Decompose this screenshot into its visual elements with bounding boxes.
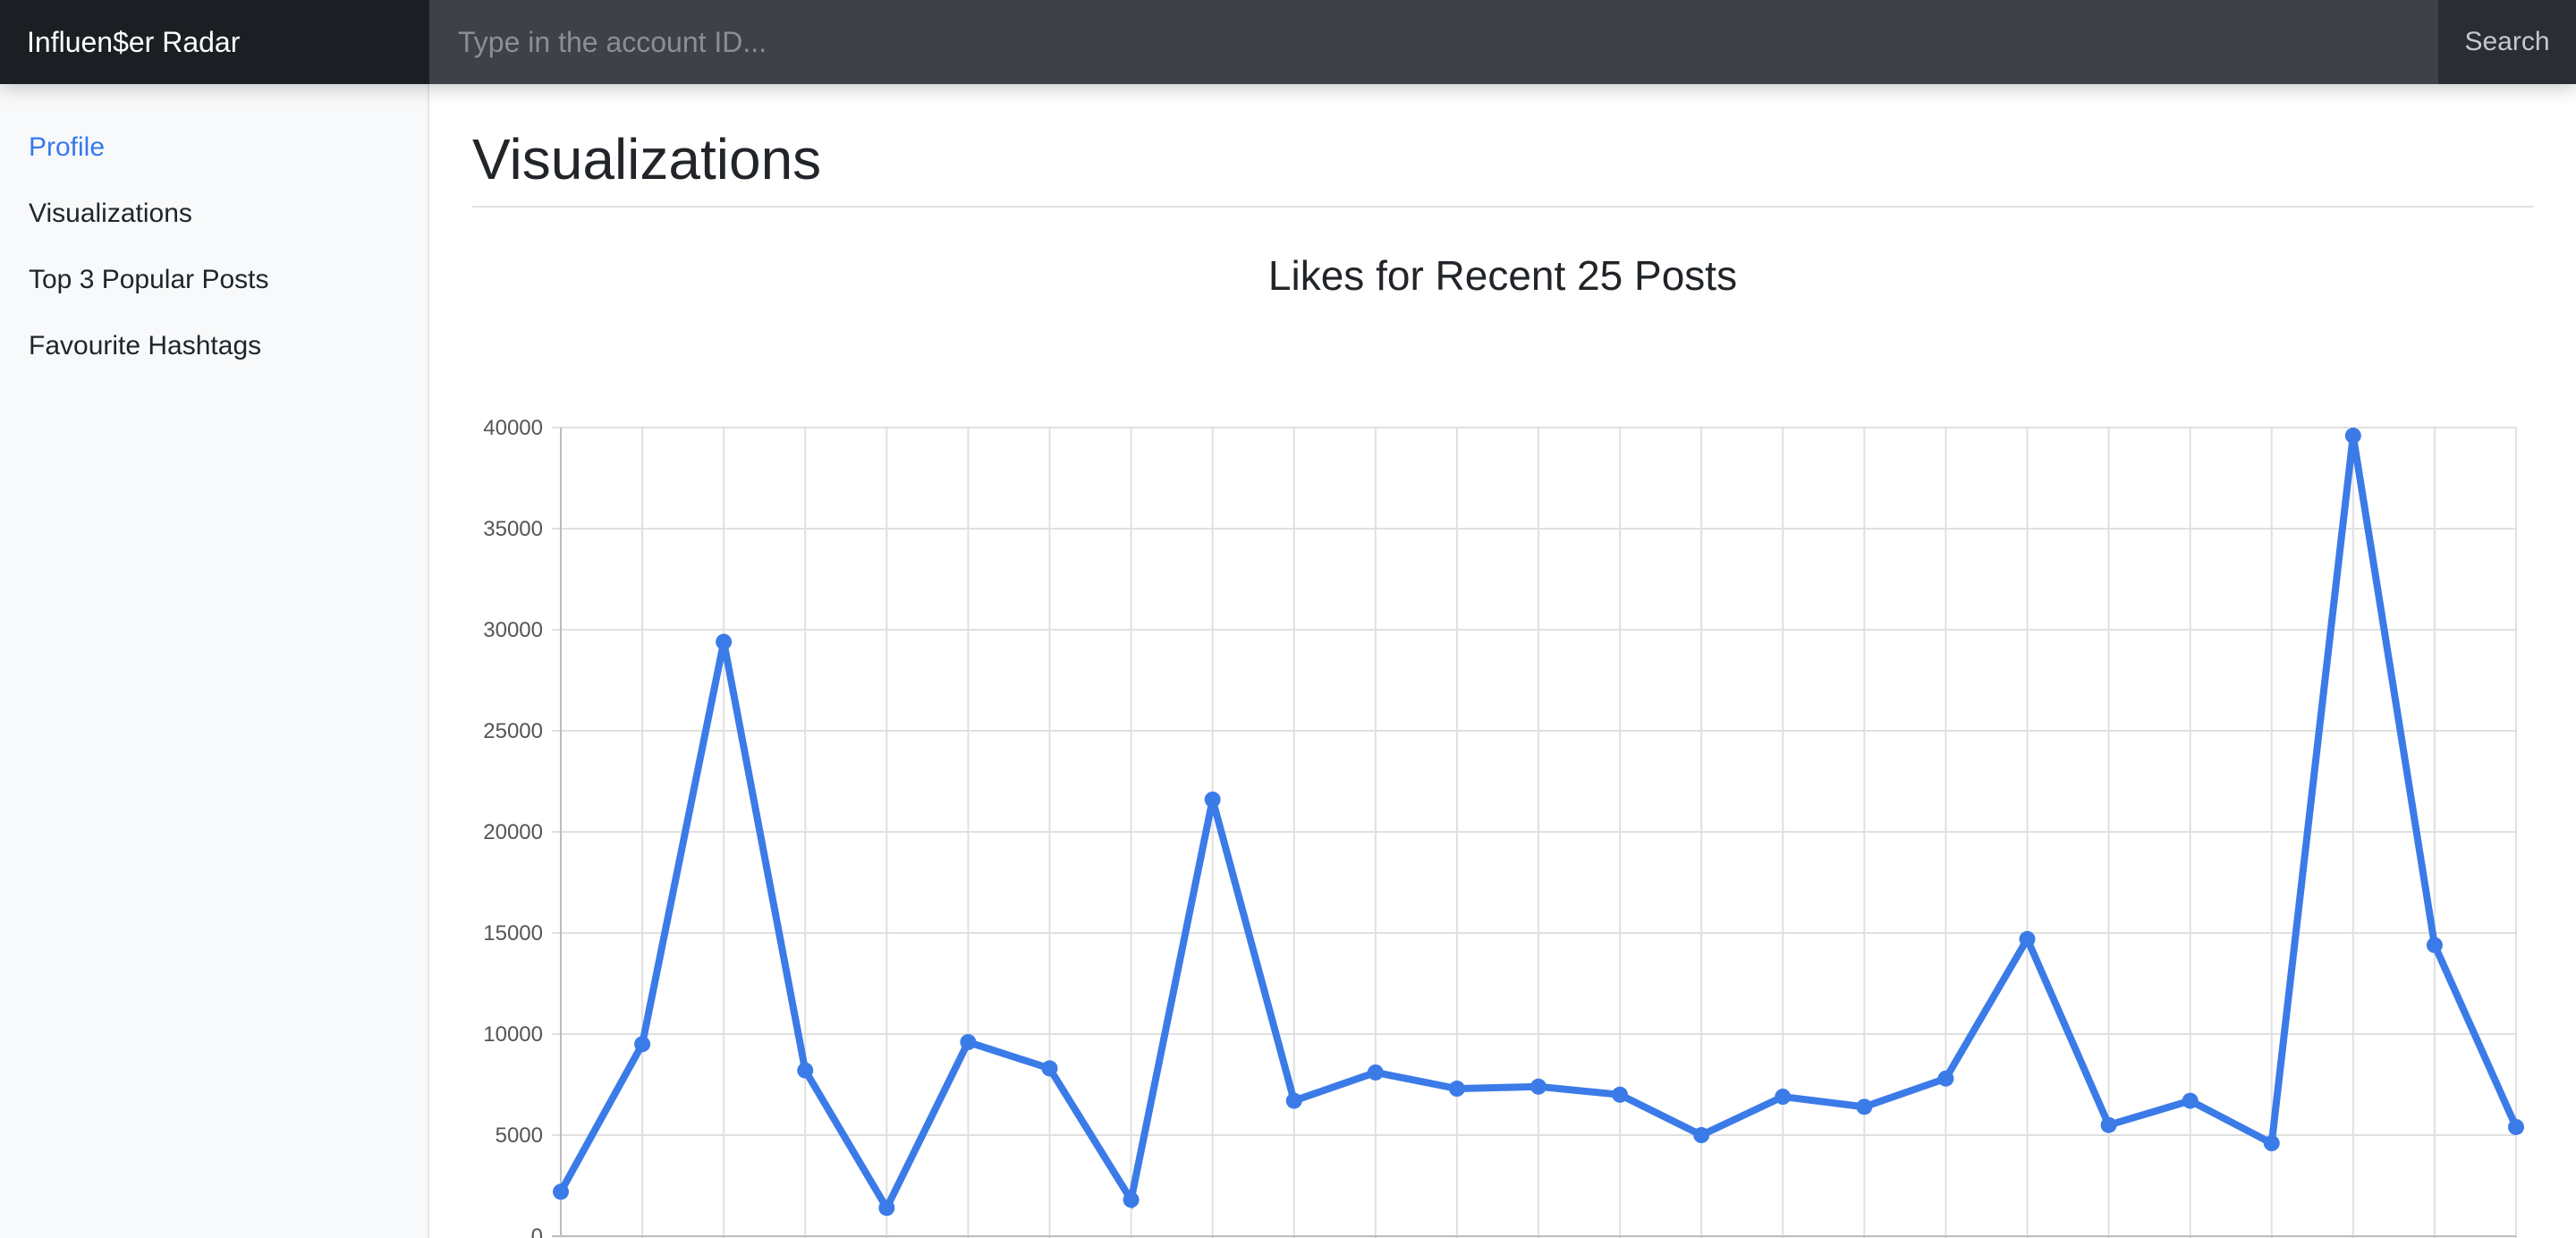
y-tick-label: 30000 bbox=[483, 618, 543, 642]
data-point[interactable] bbox=[878, 1200, 895, 1217]
data-point[interactable] bbox=[1448, 1081, 1465, 1098]
sidebar-item-profile[interactable]: Profile bbox=[29, 132, 106, 162]
y-tick-label: 5000 bbox=[496, 1124, 543, 1148]
top-navbar: Influen$er Radar Search bbox=[0, 0, 2576, 84]
search-button[interactable]: Search bbox=[2438, 0, 2576, 84]
main-content: Visualizations Likes for Recent 25 Posts… bbox=[472, 84, 2533, 1238]
data-point[interactable] bbox=[553, 1183, 569, 1200]
y-tick-label: 40000 bbox=[483, 416, 543, 440]
chart-title: Likes for Recent 25 Posts bbox=[1268, 252, 1737, 299]
y-tick-label: 35000 bbox=[483, 517, 543, 541]
data-point[interactable] bbox=[1204, 791, 1221, 808]
data-point[interactable] bbox=[960, 1034, 977, 1051]
sidebar-item-favourite-hashtags[interactable]: Favourite Hashtags bbox=[29, 331, 262, 360]
data-point[interactable] bbox=[2508, 1118, 2524, 1135]
data-point[interactable] bbox=[2344, 428, 2361, 445]
likes-line-chart: Likes for Recent 25 Posts 0 5000 10000 1500… bbox=[483, 252, 2524, 1238]
chart-tick-labels: 0 5000 10000 15000 20000 25000 30000 35000 40000… bbox=[483, 416, 543, 1238]
y-tick-label: 25000 bbox=[483, 719, 543, 743]
chart-axes bbox=[560, 428, 2516, 1237]
y-tick-label: 0 bbox=[531, 1225, 543, 1238]
data-point[interactable] bbox=[2019, 930, 2036, 947]
data-point[interactable] bbox=[2182, 1092, 2199, 1109]
sidebar-item-top-posts[interactable]: Top 3 Popular Posts bbox=[29, 265, 269, 294]
data-point[interactable] bbox=[716, 633, 733, 650]
likes-chart-container: Likes for Recent 25 Posts 0 5000 10000 1500… bbox=[472, 208, 2533, 1238]
brand-logo[interactable]: Influen$er Radar bbox=[0, 0, 429, 84]
data-point[interactable] bbox=[634, 1036, 651, 1053]
data-point[interactable] bbox=[1937, 1070, 1954, 1087]
search-input[interactable] bbox=[429, 0, 2438, 84]
chart-series bbox=[553, 428, 2524, 1217]
data-point[interactable] bbox=[1775, 1089, 1792, 1106]
data-point[interactable] bbox=[1367, 1064, 1384, 1081]
chart-grid bbox=[552, 427, 2517, 1238]
data-point[interactable] bbox=[1856, 1098, 1873, 1115]
sidebar: Profile Visualizations Top 3 Popular Pos… bbox=[0, 84, 429, 1238]
sidebar-item-visualizations[interactable]: Visualizations bbox=[29, 199, 192, 228]
data-point[interactable] bbox=[797, 1062, 814, 1079]
y-tick-label: 20000 bbox=[483, 820, 543, 844]
data-point[interactable] bbox=[2426, 937, 2443, 954]
data-point[interactable] bbox=[1041, 1060, 1058, 1077]
data-point[interactable] bbox=[1693, 1127, 1710, 1143]
y-tick-label: 10000 bbox=[483, 1022, 543, 1047]
page-title: Visualizations bbox=[472, 84, 2533, 208]
y-tick-label: 15000 bbox=[483, 921, 543, 945]
data-point[interactable] bbox=[2100, 1116, 2117, 1133]
data-point[interactable] bbox=[1530, 1078, 1546, 1095]
data-point[interactable] bbox=[1612, 1086, 1629, 1103]
data-point[interactable] bbox=[1285, 1092, 1302, 1109]
data-point[interactable] bbox=[1123, 1191, 1140, 1208]
data-point[interactable] bbox=[2263, 1135, 2280, 1152]
